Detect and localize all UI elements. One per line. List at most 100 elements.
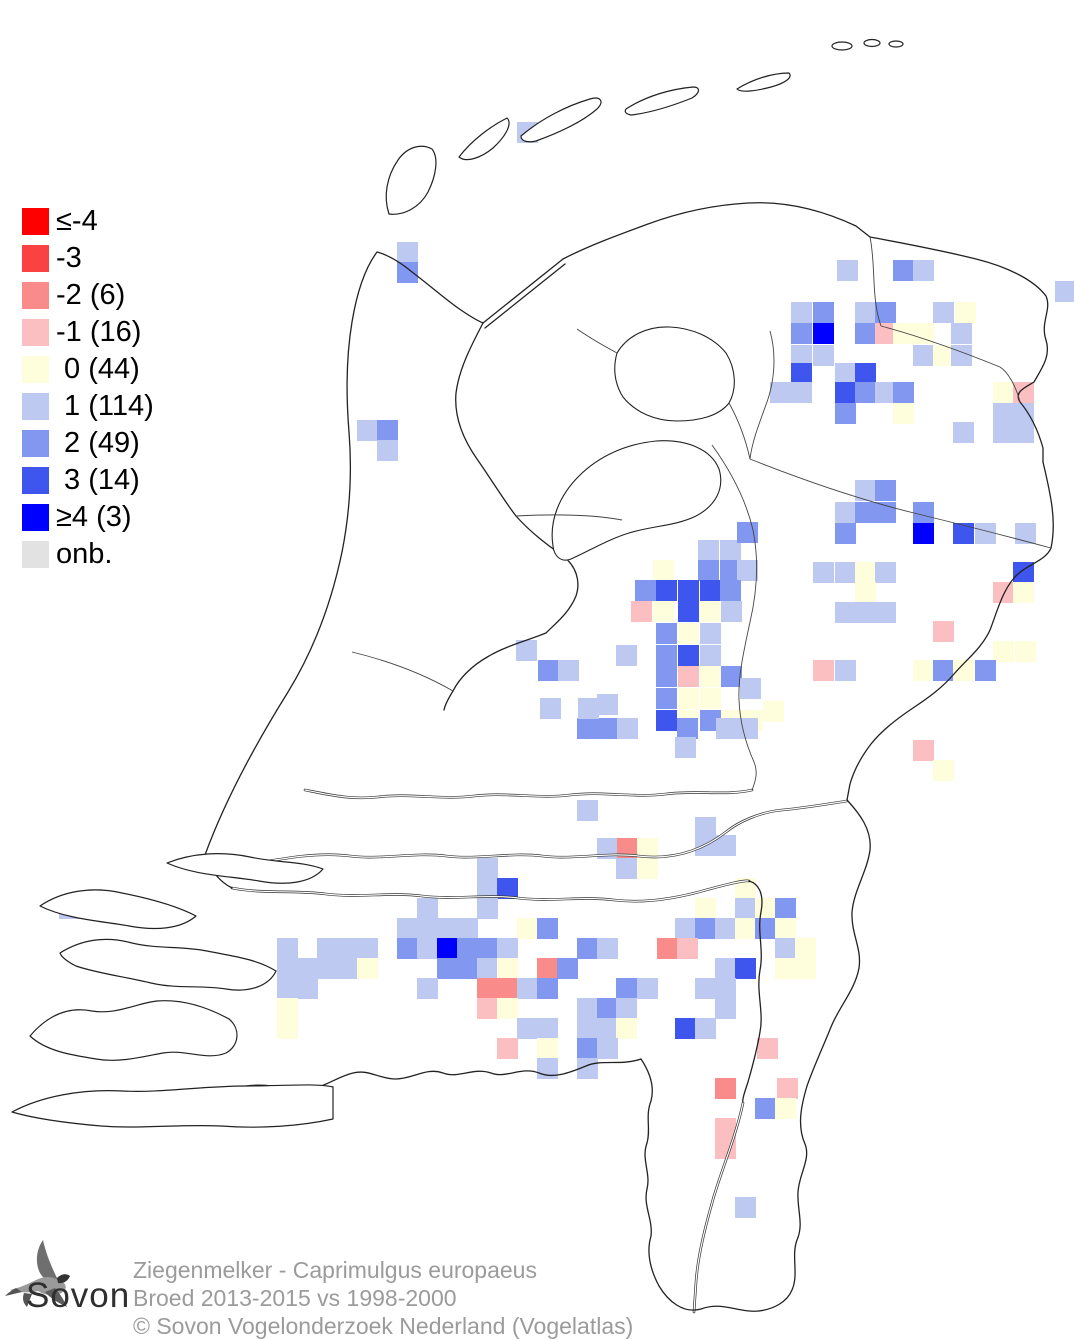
grid-cell xyxy=(656,710,677,731)
grid-cell xyxy=(656,688,677,709)
grid-cell xyxy=(540,698,561,719)
legend-label-1: 1 (114) xyxy=(56,390,154,422)
grid-cell xyxy=(397,938,418,959)
grid-cell xyxy=(775,938,796,959)
grid-cell xyxy=(698,560,719,581)
grid-cell xyxy=(675,918,696,939)
grid-cell xyxy=(698,540,719,561)
grid-cell xyxy=(955,302,976,323)
grid-cell xyxy=(755,1098,776,1119)
grid-cell xyxy=(993,422,1014,443)
grid-cell xyxy=(477,938,498,959)
grid-cell xyxy=(913,345,934,366)
grid-cell xyxy=(913,502,934,523)
grid-cell xyxy=(795,938,816,959)
legend-swatch--4 xyxy=(22,208,49,235)
legend-label-0: 0 (44) xyxy=(56,353,140,385)
grid-cell xyxy=(913,660,934,681)
grid-cell xyxy=(417,918,438,939)
grid-cell xyxy=(953,660,974,681)
grid-cell xyxy=(835,602,856,623)
grid-cell xyxy=(875,382,896,403)
grid-cell xyxy=(913,740,934,761)
grid-cell xyxy=(933,302,954,323)
grid-cell xyxy=(653,601,674,622)
grid-cell xyxy=(1013,562,1034,583)
grid-cell xyxy=(675,1018,696,1039)
legend-label-onb: onb. xyxy=(56,538,113,570)
grid-cell xyxy=(875,602,896,623)
grid-cell xyxy=(656,666,677,687)
legend-swatch-2 xyxy=(22,430,49,457)
legend-row--4: ≤-4 xyxy=(22,203,154,240)
grid-cell xyxy=(775,918,796,939)
grid-cell xyxy=(993,382,1014,403)
grid-cell xyxy=(616,645,637,666)
grid-cell xyxy=(397,918,418,939)
grid-cell xyxy=(893,382,914,403)
grid-cell xyxy=(813,302,834,323)
grid-cell xyxy=(775,1098,796,1119)
grid-cell xyxy=(933,660,954,681)
grid-cell xyxy=(791,363,812,384)
grid-cell xyxy=(1013,403,1034,424)
grid-cell xyxy=(437,918,458,939)
grid-cell xyxy=(791,323,812,344)
grid-cell xyxy=(397,262,418,283)
grid-cell xyxy=(477,978,498,999)
grid-cell xyxy=(715,835,736,856)
grid-cell xyxy=(678,601,699,622)
grid-cell xyxy=(700,710,721,731)
grid-cell xyxy=(893,323,914,344)
grid-cell xyxy=(755,898,776,919)
grid-cell xyxy=(835,382,856,403)
grid-cell xyxy=(835,502,856,523)
grid-cell xyxy=(357,958,378,979)
grid-cell xyxy=(951,345,972,366)
grid-cell xyxy=(737,718,758,739)
grid-cell xyxy=(763,701,784,722)
grid-cell xyxy=(716,718,737,739)
caption-copyright: © Sovon Vogelonderzoek Nederland (Vogela… xyxy=(133,1313,634,1339)
grid-cell xyxy=(813,323,834,344)
grid-cell xyxy=(417,978,438,999)
grid-cell xyxy=(720,540,741,561)
legend-label--2: -2 (6) xyxy=(56,279,126,311)
grid-cell xyxy=(577,718,598,739)
grid-cell xyxy=(653,560,674,581)
grid-cell xyxy=(277,1018,298,1039)
grid-cell xyxy=(715,958,736,979)
grid-cell xyxy=(497,998,518,1019)
grid-cell xyxy=(656,580,677,601)
grid-cell xyxy=(675,737,696,758)
grid-cell xyxy=(317,938,338,959)
grid-cell xyxy=(616,1018,637,1039)
legend-swatch--3 xyxy=(22,245,49,272)
grid-cell xyxy=(277,938,298,959)
grid-cell xyxy=(720,580,741,601)
grid-cell xyxy=(695,918,716,939)
grid-cell xyxy=(740,678,761,699)
grid-cell xyxy=(700,601,721,622)
grid-cell xyxy=(577,938,598,959)
grid-cell xyxy=(933,345,954,366)
grid-cell xyxy=(357,420,378,441)
grid-cell xyxy=(616,998,637,1019)
grid-cell xyxy=(457,958,478,979)
province-borders xyxy=(351,236,1052,791)
grid-cell xyxy=(837,260,858,281)
legend-row-3: 3 (14) xyxy=(22,462,154,499)
grid-cell xyxy=(735,1197,756,1218)
grid-cell xyxy=(577,1038,598,1059)
grid-cell xyxy=(477,898,498,919)
grid-cell xyxy=(835,363,856,384)
grid-cell xyxy=(497,1038,518,1059)
legend-label--3: -3 xyxy=(56,242,82,274)
grid-cell xyxy=(720,560,741,581)
grid-cell xyxy=(516,640,537,661)
grid-cell xyxy=(933,760,954,781)
grid-cell xyxy=(517,1018,538,1039)
grid-cell xyxy=(953,523,974,544)
grid-cell xyxy=(700,688,721,709)
grid-cell xyxy=(791,302,812,323)
